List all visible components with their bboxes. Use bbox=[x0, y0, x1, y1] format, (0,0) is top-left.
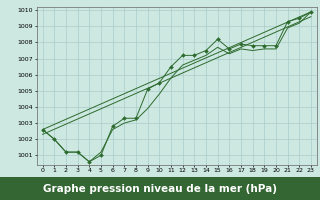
Text: Graphe pression niveau de la mer (hPa): Graphe pression niveau de la mer (hPa) bbox=[43, 184, 277, 194]
